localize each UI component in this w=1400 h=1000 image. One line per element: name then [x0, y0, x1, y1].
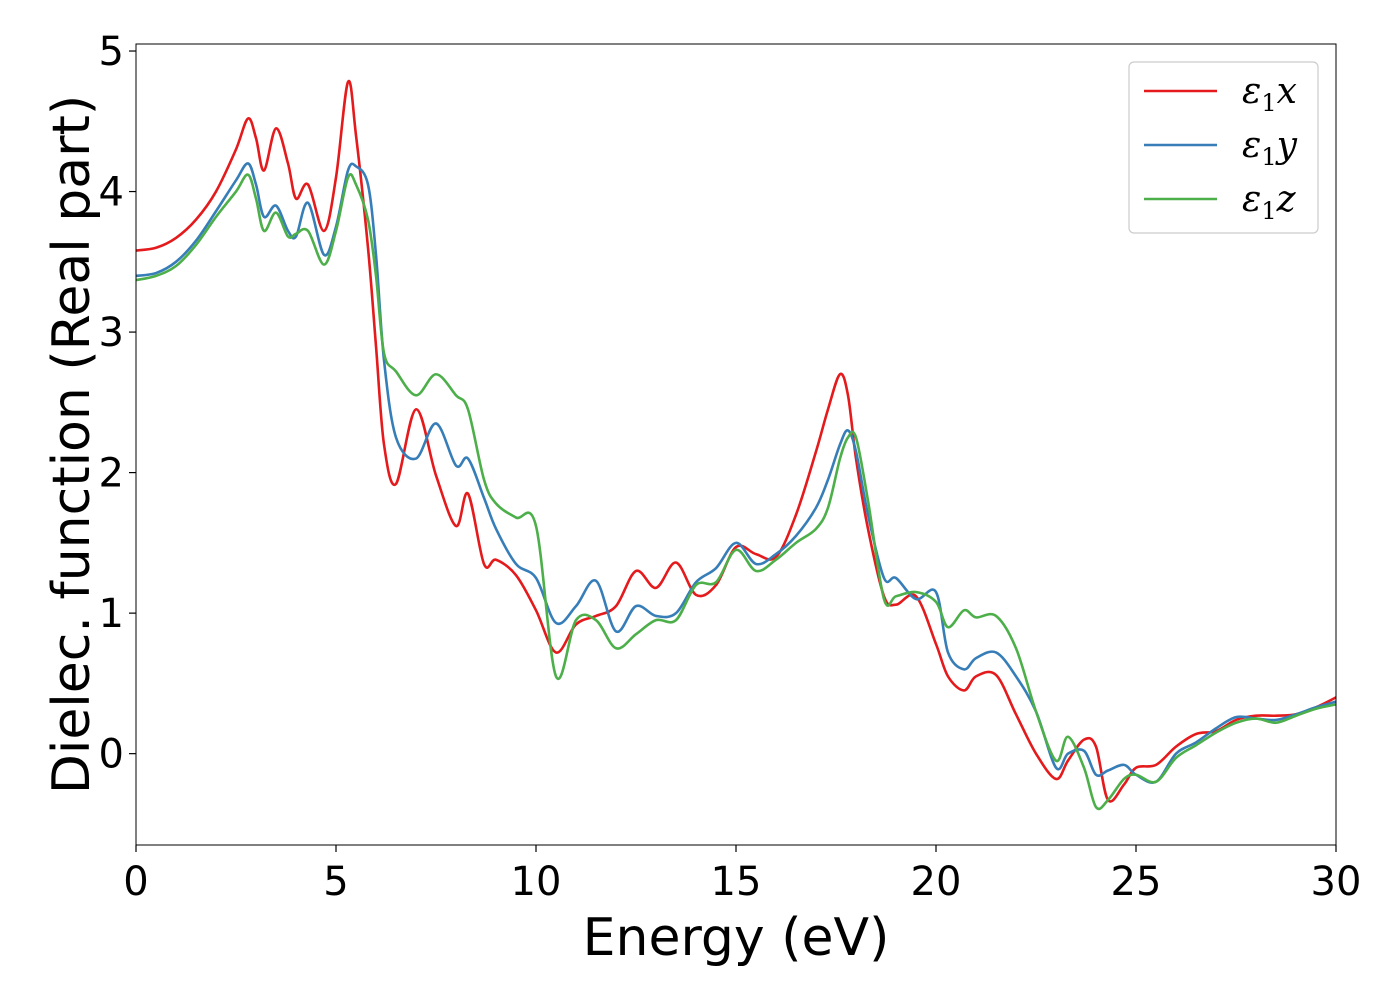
x-tick-label: 15	[711, 859, 762, 905]
legend-label-y: ε1y	[1242, 125, 1298, 171]
x-tick-label: 0	[123, 859, 148, 905]
x-tick-label: 20	[911, 859, 962, 905]
y-tick-label: 1	[99, 591, 124, 637]
y-tick-label: 4	[99, 170, 124, 216]
y-tick-label: 3	[99, 310, 124, 356]
series-line-x	[136, 79, 1336, 803]
y-axis-label: Dielec. function (Real part)	[42, 95, 102, 794]
legend-label-z: ε1z	[1242, 179, 1297, 225]
x-axis-label: Energy (eV)	[583, 908, 890, 968]
series-line-z	[136, 173, 1336, 811]
y-tick-label: 5	[99, 29, 124, 75]
series-line-y	[136, 162, 1336, 784]
x-tick-label: 30	[1311, 859, 1362, 905]
legend: ε1x ε1y ε1z	[1128, 61, 1319, 234]
legend-label-x: ε1x	[1242, 71, 1297, 117]
x-tick-label: 10	[511, 859, 562, 905]
plot-area-frame	[135, 43, 1337, 846]
x-tick-label: 25	[1111, 859, 1162, 905]
y-tick-label: 0	[99, 732, 124, 778]
legend-box	[1128, 61, 1319, 234]
x-axis-ticks: 0 5 10 15 20 25 30	[123, 845, 1361, 905]
y-tick-label: 2	[99, 451, 124, 497]
series-layer	[136, 79, 1336, 811]
x-tick-label: 5	[323, 859, 348, 905]
y-axis-ticks: 0 1 2 3 4 5	[99, 29, 136, 778]
